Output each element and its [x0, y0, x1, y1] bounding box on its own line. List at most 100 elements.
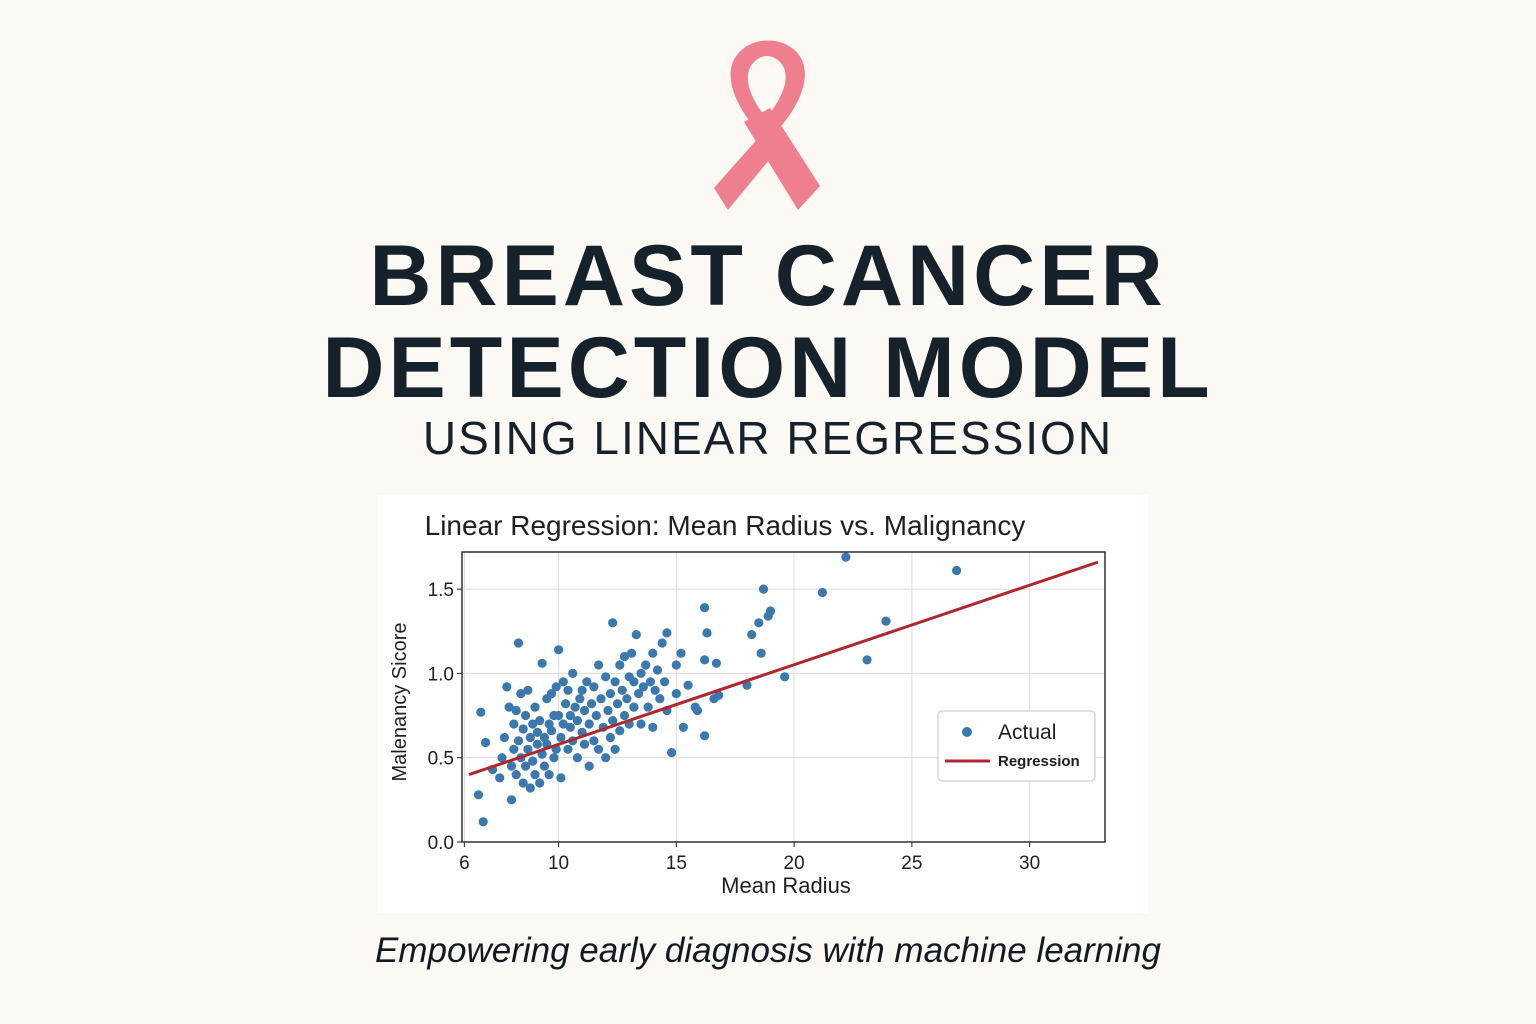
data-point: [758, 584, 769, 594]
data-point: [516, 689, 526, 699]
data-point: [601, 672, 611, 682]
data-point: [497, 753, 507, 763]
data-point: [521, 761, 531, 771]
data-point: [544, 770, 554, 780]
data-point: [629, 702, 639, 712]
data-point: [556, 732, 566, 743]
data-point: [612, 699, 623, 709]
plot-frame: [461, 551, 1106, 843]
data-point: [509, 744, 519, 754]
x-tick-label: 30: [1019, 853, 1040, 874]
data-point: [584, 761, 594, 771]
data-point: [643, 702, 653, 712]
data-point: [572, 716, 582, 726]
data-point: [473, 790, 484, 800]
data-point: [530, 702, 540, 712]
data-point: [700, 603, 710, 613]
legend-box: [937, 710, 1096, 782]
data-point: [591, 710, 601, 721]
data-point: [563, 685, 573, 695]
data-point: [513, 638, 524, 648]
data-point: [671, 660, 681, 670]
data-point: [565, 722, 575, 732]
data-point: [881, 616, 891, 626]
data-point: [610, 744, 620, 754]
data-point: [478, 817, 488, 827]
data-point: [683, 680, 693, 690]
data-point: [747, 630, 757, 640]
data-point: [511, 770, 521, 780]
data-point: [862, 655, 872, 665]
x-tick-label: 6: [459, 853, 470, 874]
data-point: [586, 699, 597, 709]
data-point: [546, 689, 557, 699]
data-point: [558, 719, 568, 729]
page-title-line-2: DETECTION MODEL: [322, 320, 1214, 416]
data-point: [579, 739, 590, 749]
data-point: [525, 732, 535, 743]
data-point: [660, 677, 670, 687]
data-point: [528, 756, 538, 766]
data-point: [575, 694, 585, 704]
data-point: [546, 726, 557, 736]
y-tick-label: 0.0: [428, 833, 454, 854]
data-point: [577, 685, 587, 695]
data-point: [648, 722, 658, 732]
page-title-line-1: BREAST CANCER: [369, 228, 1167, 324]
data-point: [495, 773, 505, 783]
data-point: [714, 690, 724, 700]
data-point: [523, 744, 533, 754]
x-ticks: 6 10 15 20 25 30: [459, 842, 1040, 874]
data-point: [841, 552, 851, 562]
data-point: [551, 682, 561, 692]
data-point: [650, 685, 660, 695]
x-tick-label: 10: [548, 853, 569, 874]
data-point: [601, 753, 611, 763]
data-point: [662, 628, 672, 638]
data-point: [549, 753, 559, 763]
data-point: [641, 660, 651, 670]
data-point: [476, 707, 486, 717]
grid-lines: [462, 552, 1105, 843]
data-point: [605, 732, 615, 743]
data-point: [558, 677, 568, 687]
data-point: [765, 606, 776, 616]
data-point: [570, 702, 580, 712]
x-tick-label: 25: [901, 853, 922, 874]
data-point: [565, 710, 575, 721]
data-point: [561, 699, 571, 709]
data-point: [504, 702, 514, 712]
data-point: [638, 682, 648, 692]
data-point: [657, 638, 667, 648]
x-axis-label: Mean Radius: [721, 873, 851, 898]
y-ticks: 0.0 0.5 1.0 1.5: [428, 580, 462, 854]
x-tick-label: 15: [666, 853, 687, 874]
data-point: [594, 744, 604, 754]
legend-regression-label: Regression: [998, 753, 1080, 770]
data-point: [568, 668, 578, 678]
scatter-chart: Linear Regression: Mean Radius vs. Malig…: [389, 510, 1106, 898]
data-point: [584, 719, 594, 729]
data-point: [523, 685, 533, 695]
data-point: [608, 716, 618, 726]
data-point: [594, 660, 604, 670]
data-point: [518, 724, 528, 734]
data-point: [636, 668, 646, 678]
page-subtitle: USING LINEAR REGRESSION: [422, 412, 1114, 464]
data-point: [502, 682, 512, 692]
data-points: [473, 552, 962, 827]
data-point: [603, 705, 613, 716]
data-point: [619, 710, 630, 721]
data-point: [702, 628, 712, 638]
data-point: [619, 651, 630, 662]
data-point: [506, 761, 517, 771]
data-point: [513, 736, 524, 746]
data-point: [511, 705, 521, 716]
data-point: [535, 716, 545, 726]
data-point: [518, 778, 528, 788]
data-point: [711, 658, 721, 668]
y-tick-label: 0.5: [428, 749, 454, 770]
data-point: [563, 744, 573, 754]
data-point: [521, 710, 531, 721]
data-point: [648, 648, 658, 658]
